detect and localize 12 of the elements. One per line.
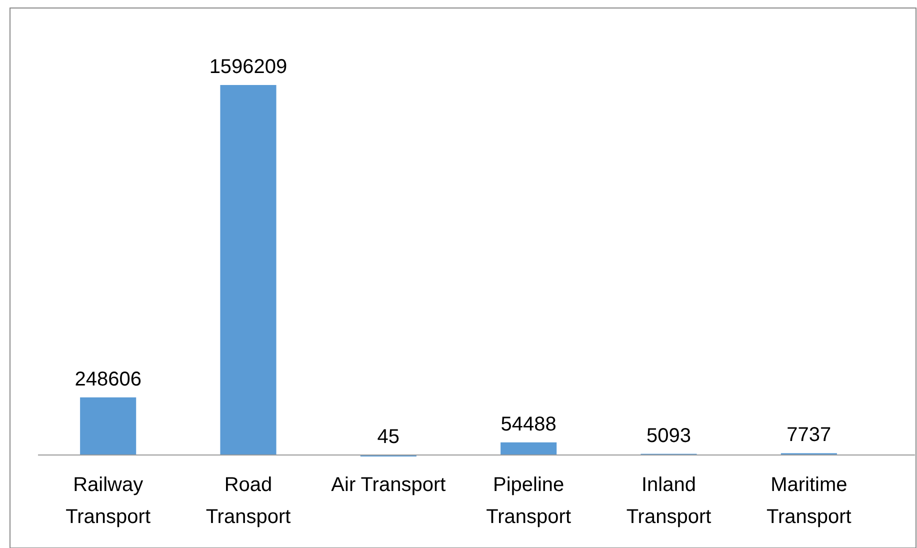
data-label: 5093 xyxy=(646,424,691,447)
x-tick-label: Inland Transport xyxy=(626,474,712,528)
x-tick-label: Road Transport xyxy=(206,474,292,528)
data-label: 248606 xyxy=(74,368,142,390)
x-tick-label: Pipeline Transport xyxy=(486,474,572,528)
data-label: 54488 xyxy=(500,413,556,436)
x-tick-label: Air Transport xyxy=(331,474,446,496)
data-label: 7737 xyxy=(786,424,832,446)
x-tick-label: Railway Transport xyxy=(66,474,151,528)
data-label: 1596209 xyxy=(209,56,288,78)
x-tick-label: Maritime Transport xyxy=(766,474,852,528)
data-label: 45 xyxy=(377,426,400,448)
